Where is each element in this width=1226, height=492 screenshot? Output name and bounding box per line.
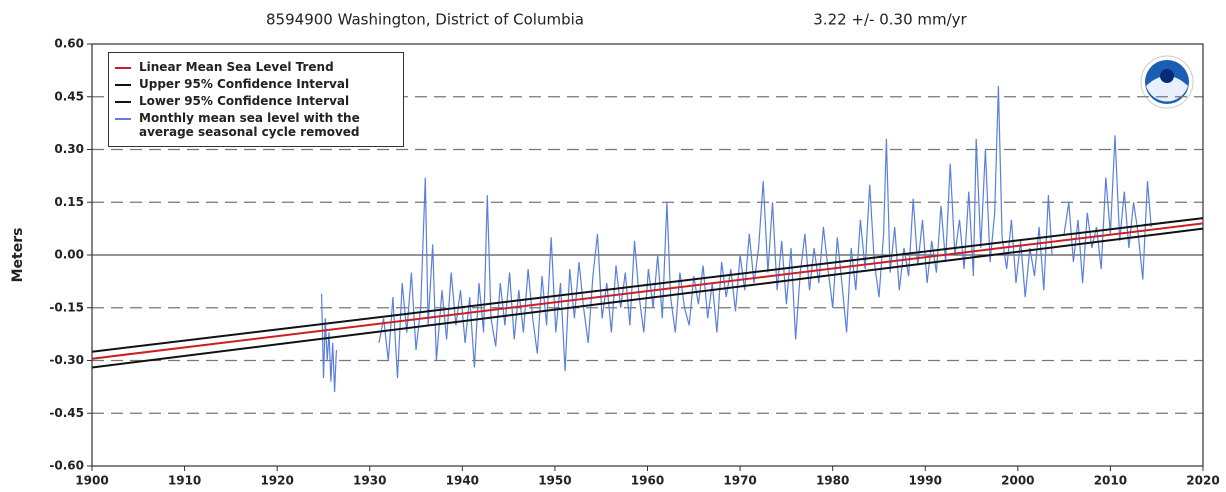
- y-tick-label: -0.60: [49, 459, 84, 473]
- trend-line: [92, 222, 1203, 360]
- legend-label: Monthly mean sea level with the average …: [139, 111, 360, 139]
- y-tick-label: 0.00: [54, 248, 84, 262]
- x-tick-label: 2010: [1094, 474, 1127, 488]
- y-tick-label: -0.30: [49, 353, 84, 367]
- x-tick-label: 1970: [723, 474, 756, 488]
- y-tick-label: -0.45: [49, 406, 84, 420]
- plot-frame: [91, 43, 1204, 467]
- legend-label: Lower 95% Confidence Interval: [139, 94, 350, 108]
- noaa-logo: [1140, 55, 1194, 109]
- x-tick-label: 1930: [353, 474, 386, 488]
- x-tick-label: 1900: [75, 474, 108, 488]
- x-tick-label: 1960: [631, 474, 664, 488]
- y-tick-label: 0.60: [54, 37, 84, 51]
- legend-swatch: [115, 84, 131, 86]
- x-tick-label: 1990: [909, 474, 942, 488]
- legend-entry: Linear Mean Sea Level Trend: [115, 60, 397, 74]
- legend-entry: Monthly mean sea level with the average …: [115, 111, 397, 139]
- legend-swatch: [115, 101, 131, 103]
- y-tick-label: 0.15: [54, 195, 84, 209]
- x-tick-label: 1910: [168, 474, 201, 488]
- y-tick-label: 0.30: [54, 142, 84, 156]
- legend: Linear Mean Sea Level Trend Upper 95% Con…: [108, 52, 404, 147]
- y-axis-label: Meters: [10, 228, 26, 283]
- x-tick-label: 1940: [446, 474, 479, 488]
- x-tick-label: 2000: [1001, 474, 1034, 488]
- data-line: [321, 86, 1152, 393]
- trend-line: [92, 227, 1203, 369]
- chart-subtitle: 3.22 +/- 0.30 mm/yr: [813, 11, 967, 29]
- chart-title: 8594900 Washington, District of Columbia: [266, 11, 584, 29]
- legend-entry: Lower 95% Confidence Interval: [115, 94, 397, 108]
- y-tick-label: 0.45: [54, 89, 84, 103]
- legend-label: Linear Mean Sea Level Trend: [139, 60, 334, 74]
- x-tick-label: 2020: [1186, 474, 1219, 488]
- x-tick-label: 1950: [538, 474, 571, 488]
- x-tick-label: 1920: [260, 474, 293, 488]
- legend-label: Upper 95% Confidence Interval: [139, 77, 350, 91]
- y-tick-label: -0.15: [49, 300, 84, 314]
- legend-swatch: [115, 118, 131, 120]
- x-tick-label: 1980: [816, 474, 849, 488]
- trend-line: [92, 217, 1203, 353]
- legend-swatch: [115, 67, 131, 69]
- legend-entry: Upper 95% Confidence Interval: [115, 77, 397, 91]
